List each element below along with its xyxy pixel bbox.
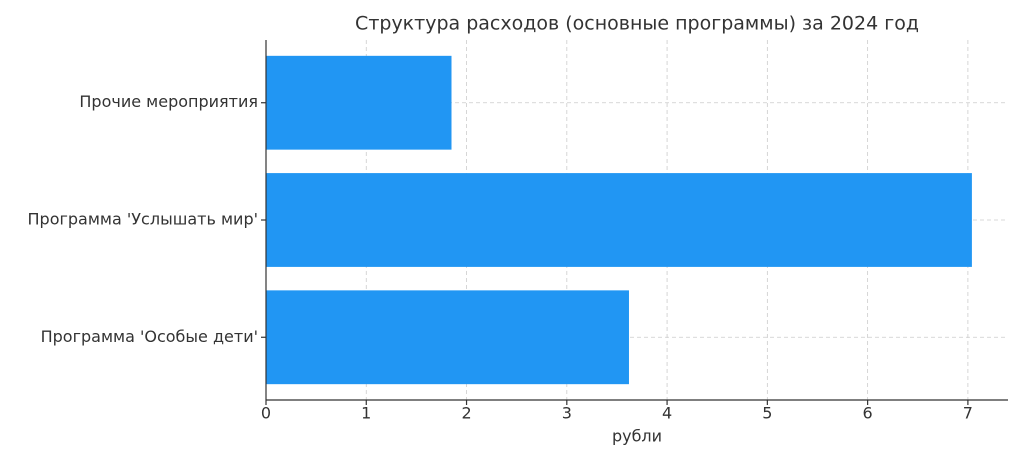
y-tick-label: Прочие мероприятия <box>79 92 258 111</box>
x-tick-label: 4 <box>662 404 672 423</box>
bar <box>266 173 972 267</box>
x-tick-label: 5 <box>762 404 772 423</box>
y-tick-label: Программа 'Услышать мир' <box>28 210 258 229</box>
bar <box>266 55 452 150</box>
x-tick-label: 7 <box>963 404 973 423</box>
x-tick-label: 3 <box>562 404 572 423</box>
x-tick-label: 2 <box>461 404 471 423</box>
x-tick-label: 1 <box>361 404 371 423</box>
bar <box>266 290 629 385</box>
x-tick-label: 0 <box>261 404 271 423</box>
y-tick-label: Программа 'Особые дети' <box>41 327 258 346</box>
chart-title: Структура расходов (основные программы) … <box>355 13 919 35</box>
x-tick-label: 6 <box>863 404 873 423</box>
x-axis-label: рубли <box>612 427 662 446</box>
